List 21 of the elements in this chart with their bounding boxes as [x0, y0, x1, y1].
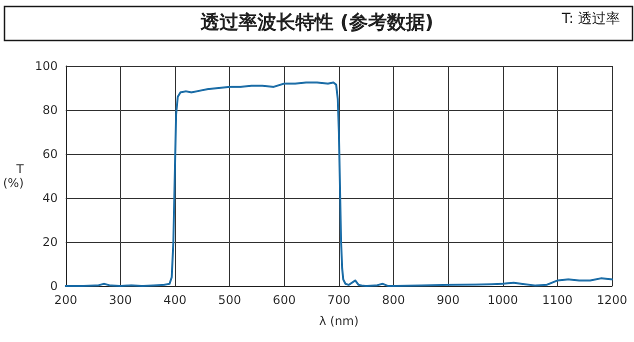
x-tick-label: 1000: [487, 293, 518, 307]
x-axis-title: λ (nm): [319, 314, 359, 328]
y-tick-label: 60: [42, 147, 58, 161]
y-tick-label: 0: [50, 279, 58, 293]
x-tick-label: 700: [327, 293, 350, 307]
x-tick-label: 1100: [542, 293, 573, 307]
y-tick-label: 80: [42, 103, 58, 117]
y-tick-label: 100: [34, 59, 58, 73]
x-tick-label: 1200: [596, 293, 628, 307]
y-tick-label: 20: [42, 235, 58, 249]
chart-title: 透过率波长特性 (参考数据): [200, 12, 434, 34]
text: T: 透过率: [560, 11, 620, 27]
x-tick-label: 800: [382, 293, 405, 307]
x-tick-label: 500: [218, 293, 242, 307]
x-tick-label: 300: [108, 293, 132, 307]
x-tick-label: 400: [164, 293, 186, 307]
y-axis-title: T (%): [3, 162, 24, 190]
y-tick-label: 40: [42, 191, 58, 205]
x-tick-label: 200: [54, 293, 78, 307]
x-tick-label: 600: [272, 293, 296, 307]
x-tick-label: 900: [436, 293, 460, 307]
